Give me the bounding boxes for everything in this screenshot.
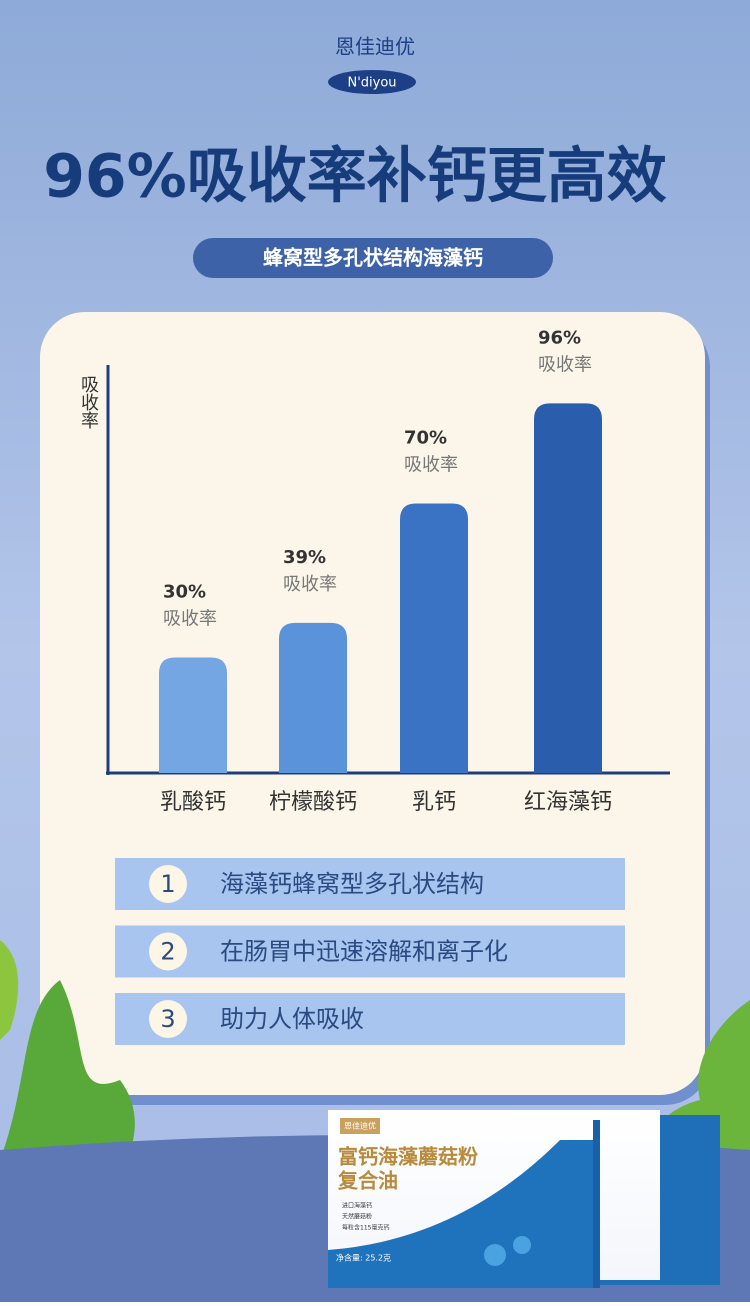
box-bullet: 进口海藻钙 <box>342 1202 372 1210</box>
x-tick-label: 乳钙 <box>412 790 456 815</box>
feature-badge <box>149 865 187 903</box>
headline: 96%吸收率补钙更高效 <box>43 142 667 212</box>
feature-row <box>115 993 625 1045</box>
value-label: 30% <box>163 582 206 603</box>
feature-number: 2 <box>160 938 175 966</box>
subheadline: 蜂窝型多孔状结构海藻钙 <box>263 246 483 270</box>
bar <box>534 403 602 773</box>
value-caption: 吸收率 <box>404 455 458 476</box>
bar <box>279 622 347 773</box>
x-tick-label: 柠檬酸钙 <box>269 790 357 815</box>
box-bubble <box>513 1236 531 1254</box>
feature-row <box>115 925 625 978</box>
value-caption: 吸收率 <box>538 354 592 375</box>
value-label: 70% <box>404 428 447 449</box>
brand-badge <box>328 70 416 94</box>
feature-text: 助力人体吸收 <box>220 1005 364 1033</box>
box-logo-bg <box>340 1118 380 1134</box>
box-name-1: 富钙海藻蘑菇粉 <box>338 1145 478 1169</box>
bar <box>159 657 227 773</box>
seaweed-left-2 <box>0 940 19 1040</box>
y-axis-label: 吸收率 <box>78 375 99 429</box>
value-label: 96% <box>538 327 581 348</box>
value-caption: 吸收率 <box>283 574 337 595</box>
feature-badge <box>149 1000 187 1038</box>
feature-text: 在肠胃中迅速溶解和离子化 <box>220 938 508 966</box>
box-net: 净含量: 25.2克 <box>336 1253 391 1263</box>
brand-name: 恩佳迪优 <box>335 35 415 59</box>
feature-badge <box>149 932 187 971</box>
feature-number: 3 <box>160 1005 175 1033</box>
value-label: 39% <box>283 547 326 568</box>
feature-row <box>115 858 625 910</box>
box-bubble <box>484 1244 506 1266</box>
box-bullet: 每粒含115毫克钙 <box>342 1224 389 1232</box>
card <box>40 312 705 1095</box>
x-tick-label: 乳酸钙 <box>160 790 226 815</box>
box-brand: 恩佳迪优 <box>344 1121 376 1131</box>
feature-number: 1 <box>160 870 175 898</box>
box-name-2: 复合油 <box>337 1169 398 1193</box>
box-back-front <box>590 1110 660 1280</box>
box-bullet: 天然蘑菇粉 <box>342 1213 372 1221</box>
feature-text: 海藻钙蜂窝型多孔状结构 <box>220 870 484 898</box>
subheadline-pill <box>193 238 553 278</box>
value-caption: 吸收率 <box>163 609 217 630</box>
bar <box>400 503 468 773</box>
x-tick-label: 红海藻钙 <box>524 790 612 815</box>
brand-latin: N'diyou <box>347 76 396 91</box>
